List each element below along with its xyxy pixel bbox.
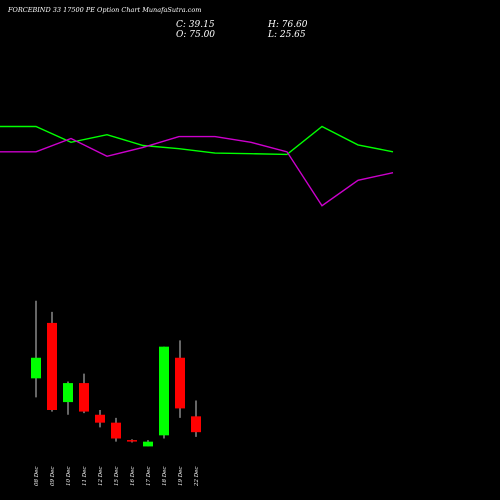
candle-16-dec <box>127 439 137 443</box>
candle-body <box>143 441 153 447</box>
indicator-line-1 <box>0 125 394 156</box>
candle-12-dec <box>95 410 105 428</box>
x-tick-label: 18 Dec <box>162 467 168 487</box>
x-tick-label: 22 Dec <box>194 467 200 488</box>
x-tick-label: 08 Dec <box>34 467 40 487</box>
candle-11-dec <box>79 373 89 414</box>
candle-22-dec <box>191 400 201 437</box>
candle-body <box>95 414 105 423</box>
candle-body <box>191 416 201 433</box>
candle-15-dec <box>111 417 121 442</box>
candle-10-dec <box>63 381 73 415</box>
x-tick-label: 15 Dec <box>114 467 120 487</box>
indicator-line-2 <box>0 135 394 207</box>
candle-body <box>127 440 137 442</box>
candle-18-dec <box>159 346 169 439</box>
candle-08-dec <box>31 300 41 398</box>
close-value: C: 39.15 <box>176 20 215 30</box>
x-tick-label: 19 Dec <box>178 467 184 487</box>
x-tick-label: 16 Dec <box>130 467 136 487</box>
indicator-lines <box>0 125 394 207</box>
candle-body <box>47 322 57 410</box>
candle-17-dec <box>143 440 153 447</box>
candles <box>31 300 201 447</box>
low-value: L: 25.65 <box>268 30 306 40</box>
candle-body <box>31 357 41 379</box>
x-tick-label: 17 Dec <box>146 467 152 487</box>
x-tick-label: 12 Dec <box>98 467 104 487</box>
high-value: H: 76.60 <box>268 20 308 30</box>
open-value: O: 75.00 <box>176 30 216 40</box>
candle-body <box>159 346 169 436</box>
x-tick-label: 09 Dec <box>50 467 56 487</box>
candle-body <box>111 422 121 439</box>
candle-body <box>175 357 185 409</box>
x-axis-tick-labels: 08 Dec 09 Dec 10 Dec 11 Dec 12 Dec 15 Dec 16 D… <box>34 467 200 488</box>
candle-09-dec <box>47 311 57 412</box>
x-tick-label: 11 Dec <box>82 467 88 487</box>
candle-body <box>79 383 89 412</box>
x-tick-label: 10 Dec <box>66 467 72 487</box>
candle-body <box>63 383 73 403</box>
chart-title: FORCEBIND 33 17500 PE Option Chart Munaf… <box>8 6 202 14</box>
candle-19-dec <box>175 340 185 418</box>
